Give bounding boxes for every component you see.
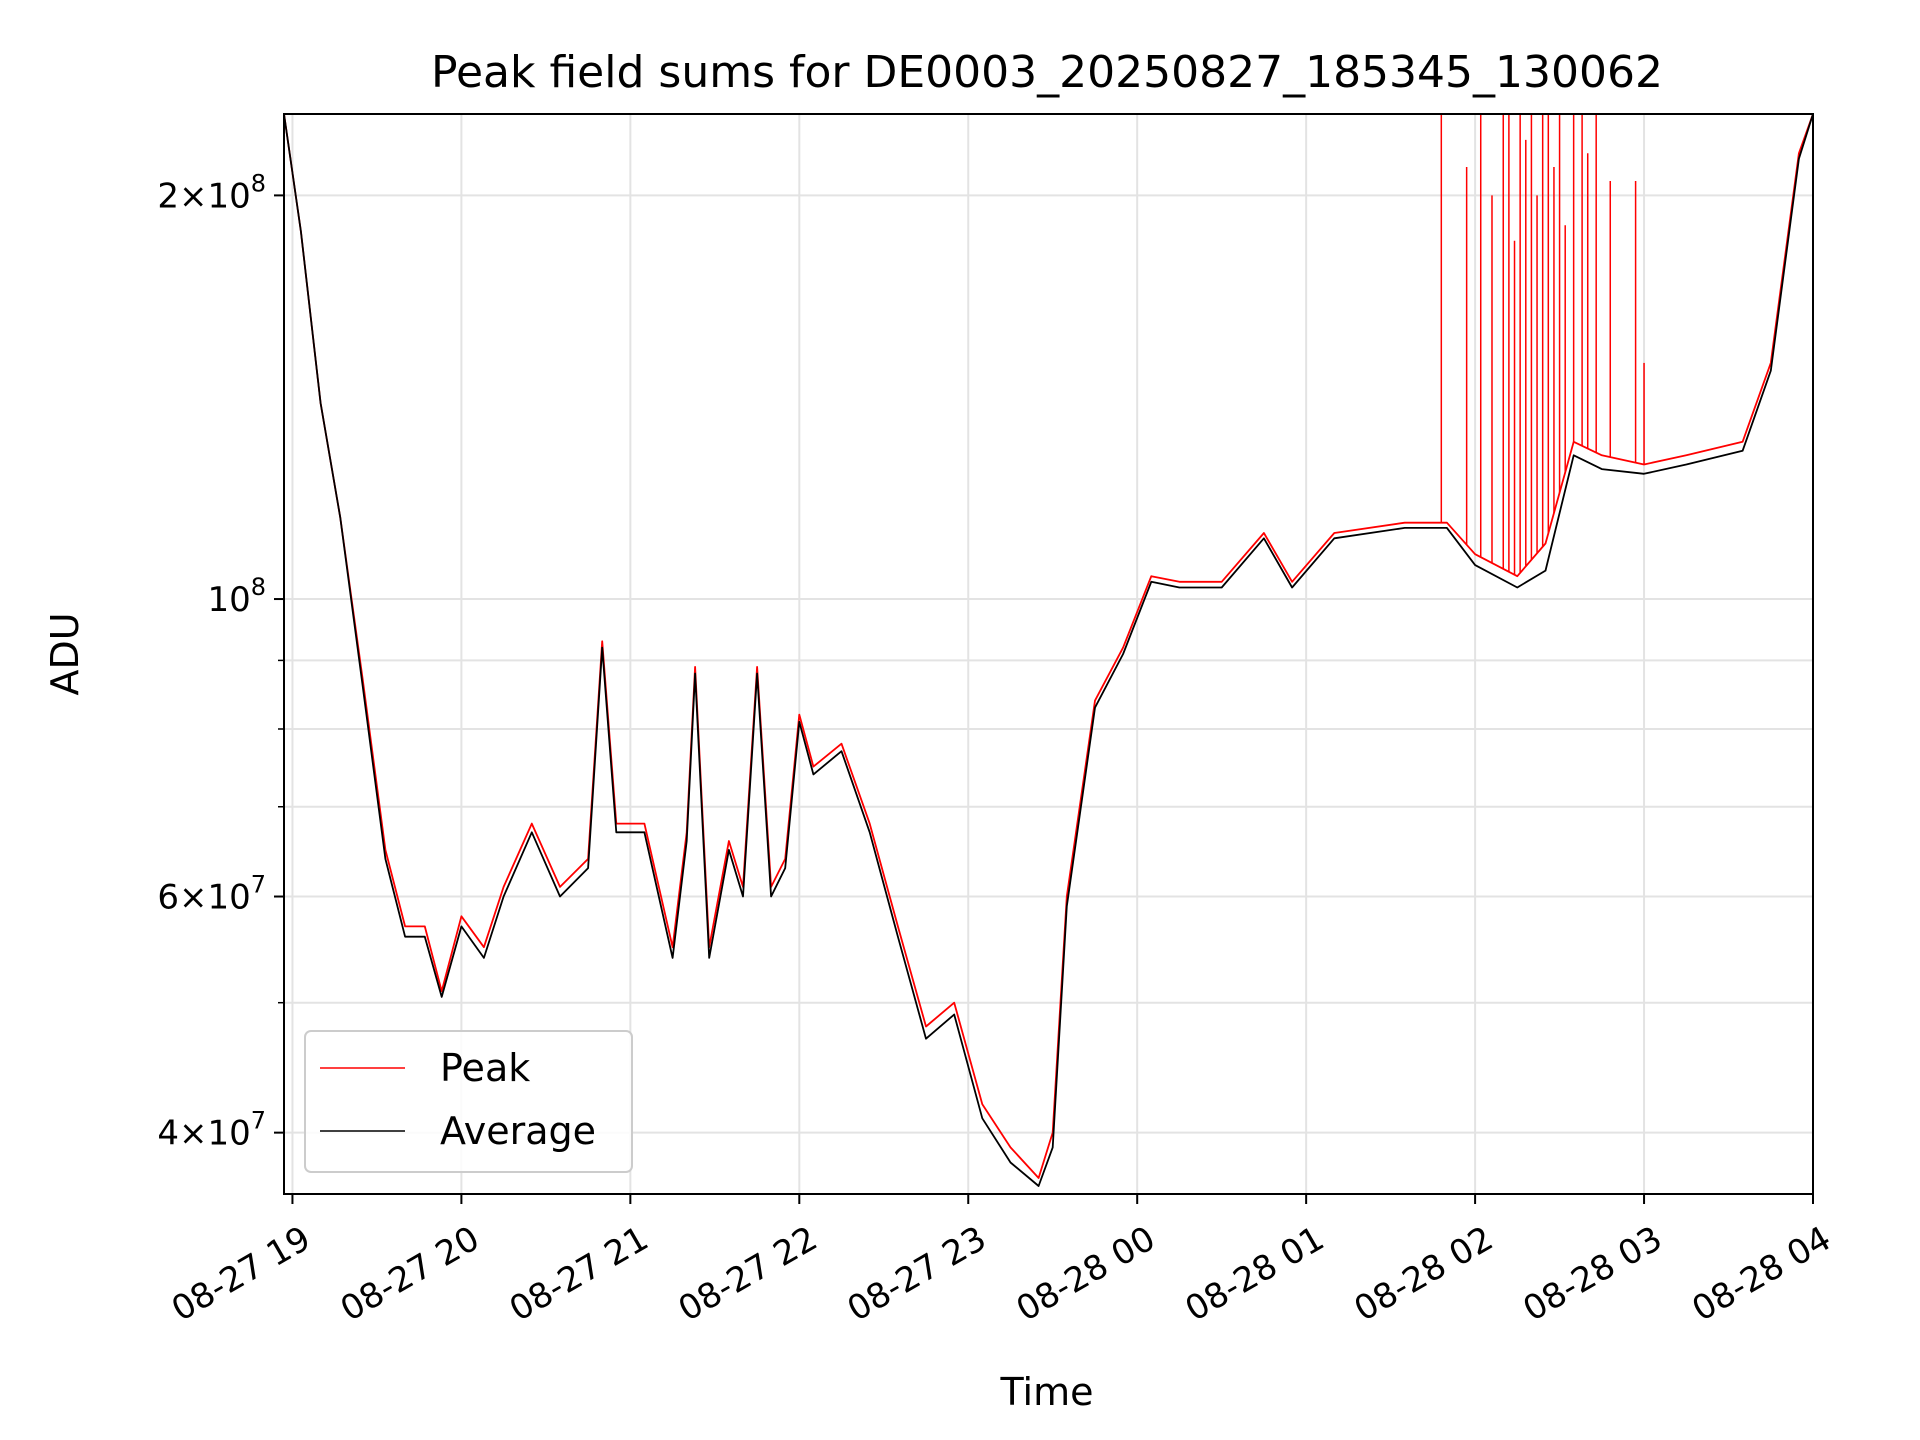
legend-label-peak: Peak	[440, 1046, 530, 1090]
y-axis-label: ADU	[43, 612, 87, 695]
legend-label-average: Average	[440, 1109, 596, 1153]
x-axis-label: Time	[1000, 1370, 1094, 1414]
legend-box	[304, 1030, 633, 1173]
chart-title: Peak field sums for DE0003_20250827_1853…	[431, 47, 1663, 98]
y-tick-label: 4×107	[157, 1107, 266, 1154]
y-tick-label: 2×108	[157, 169, 266, 216]
y-tick-label: 6×107	[157, 871, 266, 918]
series-line-average	[283, 113, 1814, 1187]
legend: Peak Average	[304, 1030, 633, 1173]
y-axis-ticks: 4×107 6×107 108 2×108	[157, 169, 284, 1154]
plot-series	[283, 113, 1814, 1187]
series-line-peak	[283, 113, 1814, 1179]
plot-frame	[283, 113, 1814, 1195]
y-tick-label: 108	[207, 573, 266, 620]
